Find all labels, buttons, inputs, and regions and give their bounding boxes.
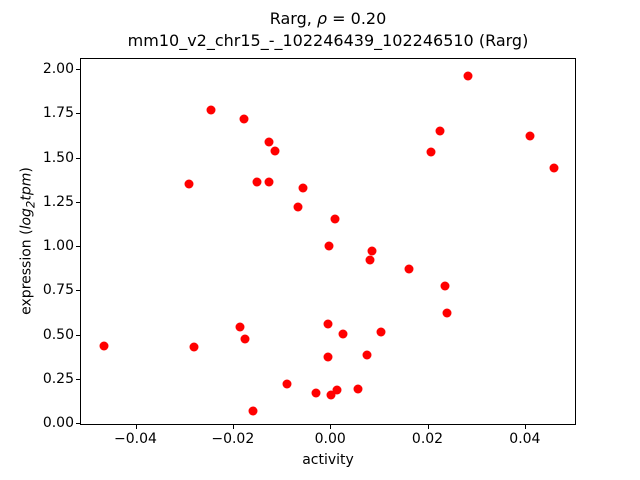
y-tick-mark [76,334,80,336]
data-point [367,246,377,256]
data-point [298,183,308,193]
rho-symbol: ρ [316,9,328,28]
y-tick-mark [76,378,80,380]
data-point [404,264,414,274]
data-point [426,147,436,157]
data-point [270,146,280,156]
y-tick-label: 1.25 [42,193,74,210]
data-point [330,214,340,224]
y-tick-mark [76,157,80,159]
data-point [376,327,386,337]
x-tick-mark [427,425,429,429]
data-point [365,255,375,265]
x-tick-label: 0.02 [411,431,444,447]
y-tick-mark [76,69,80,70]
data-point [323,319,333,329]
figure-subtitle: mm10_v2_chr15_-_102246439_102246510 (Rar… [127,31,529,50]
x-tick-label: 0.00 [314,431,346,447]
y-tick-label: 0.00 [42,415,74,432]
data-point [240,334,249,344]
data-point [282,379,292,389]
data-point [338,329,348,339]
data-point [99,341,109,351]
y-tick-label: 1.75 [42,105,74,122]
data-point [353,384,362,394]
y-tick-mark [76,246,80,247]
y-tick-label: 2.00 [42,61,74,77]
y-tick-label: 1.00 [42,238,74,254]
data-point [184,179,194,188]
x-tick-label: −0.02 [211,431,255,447]
y-tick-label: 1.50 [42,149,74,166]
data-point [463,71,472,81]
y-tick-mark [76,201,80,203]
data-point [440,281,450,291]
data-point [252,177,262,186]
y-axis-label-log: log [18,208,35,230]
data-point [189,342,199,352]
data-point [206,105,215,115]
rho-value: = 0.20 [327,9,387,28]
y-tick-mark [76,290,80,292]
data-point [362,350,372,360]
y-tick-label: 0.75 [42,282,74,299]
data-point [324,241,334,251]
data-point [239,114,249,124]
data-point [326,390,336,400]
figure-title: Rarg, ρ = 0.20 [80,8,576,29]
data-point [525,131,535,141]
data-point [549,163,559,173]
data-point [235,322,245,332]
y-axis-label-close: ) [18,167,35,173]
x-tick-label: 0.04 [509,431,541,447]
x-tick-mark [232,425,234,429]
data-point [323,352,333,362]
data-point [264,137,274,147]
y-tick-label: 0.25 [42,370,74,387]
y-tick-mark [76,423,80,425]
x-axis-label: activity [302,452,354,468]
data-point [311,388,321,398]
data-point [293,202,303,211]
data-point [264,177,274,186]
figure-title-text: Rarg, [269,9,317,28]
data-point [332,385,342,395]
x-tick-label: −0.04 [114,431,157,447]
data-point [442,308,452,318]
plot-area [80,58,576,425]
x-tick-mark [135,425,137,429]
y-tick-label: 0.50 [42,326,74,343]
x-tick-mark [524,425,526,429]
x-tick-mark [330,425,332,429]
y-tick-mark [76,113,80,115]
data-point [435,126,445,136]
data-point [248,406,258,416]
